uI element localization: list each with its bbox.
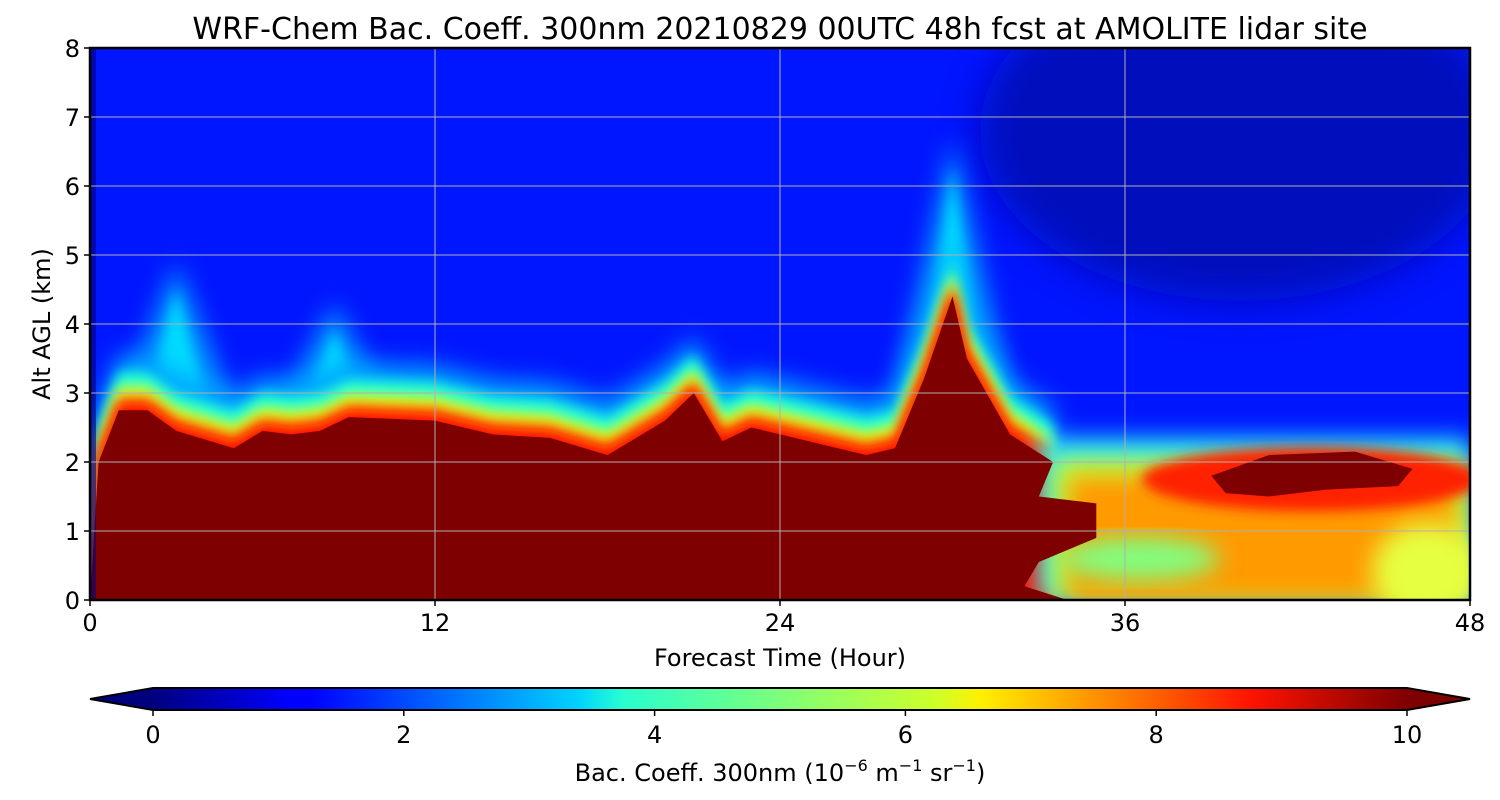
low-level-aerosol-region (1038, 437, 1470, 600)
heatmap-field (90, 48, 1470, 600)
low-level-yellow-pocket (1371, 522, 1470, 600)
y-tick-label-4: 4 (65, 311, 80, 339)
x-tick-label-0: 0 (82, 609, 97, 637)
low-level-green-pocket (1059, 536, 1220, 581)
y-tick-label-6: 6 (65, 173, 80, 201)
colorbar-label-mid: m (868, 759, 899, 787)
y-tick-label-8: 8 (65, 35, 80, 63)
colorbar-ticks: 0 2 4 6 8 10 (145, 710, 1422, 749)
colorbar-label-end: ) (976, 759, 985, 787)
upper-clean-air-region (980, 48, 1470, 301)
colorbar-tick-label-0: 0 (145, 721, 160, 749)
y-tick-label-7: 7 (65, 104, 80, 132)
y-tick-label-1: 1 (65, 518, 80, 546)
chart-title: WRF-Chem Bac. Coeff. 300nm 20210829 00UT… (192, 12, 1367, 47)
heatmap-plot-area (90, 48, 1470, 600)
x-axis-ticks: 0 12 24 36 48 (82, 600, 1485, 637)
colorbar-tick-label-1: 2 (396, 721, 411, 749)
x-axis-label: Forecast Time (Hour) (654, 644, 906, 672)
colorbar-label-main: Bac. Coeff. 300nm (10 (575, 759, 845, 787)
y-tick-label-0: 0 (65, 587, 80, 615)
elevated-saturated-core (1211, 451, 1413, 497)
y-axis-label: Alt AGL (km) (28, 248, 56, 400)
x-tick-label-3: 36 (1110, 609, 1141, 637)
colorbar: 0 2 4 6 8 10 Bac. Coeff. 300nm (10−6 m−1 sr−1… (89, 687, 1471, 787)
colorbar-tick-label-2: 4 (647, 721, 662, 749)
y-axis-ticks: 0 1 2 3 4 5 6 7 8 (65, 35, 90, 615)
colorbar-label: Bac. Coeff. 300nm (10−6 m−1 sr−1) (575, 756, 986, 787)
colorbar-gradient (153, 688, 1407, 710)
y-tick-label-2: 2 (65, 449, 80, 477)
y-tick-label-5: 5 (65, 242, 80, 270)
x-tick-label-1: 12 (420, 609, 451, 637)
colorbar-label-mid2: sr (922, 759, 952, 787)
grid-lines (90, 48, 1470, 600)
colorbar-min-extension (90, 688, 153, 710)
colorbar-tick-label-3: 6 (898, 721, 913, 749)
x-tick-label-2: 24 (765, 609, 796, 637)
colorbar-label-exp2: −1 (899, 756, 923, 775)
colorbar-max-extension (1407, 688, 1470, 710)
colorbar-tick-label-4: 8 (1149, 721, 1164, 749)
colorbar-label-exp1: −6 (844, 756, 868, 775)
saturated-aerosol-layer (90, 296, 1097, 600)
colorbar-tick-label-5: 10 (1392, 721, 1423, 749)
y-tick-label-3: 3 (65, 380, 80, 408)
colorbar-label-exp3: −1 (952, 756, 976, 775)
x-tick-label-4: 48 (1455, 609, 1486, 637)
